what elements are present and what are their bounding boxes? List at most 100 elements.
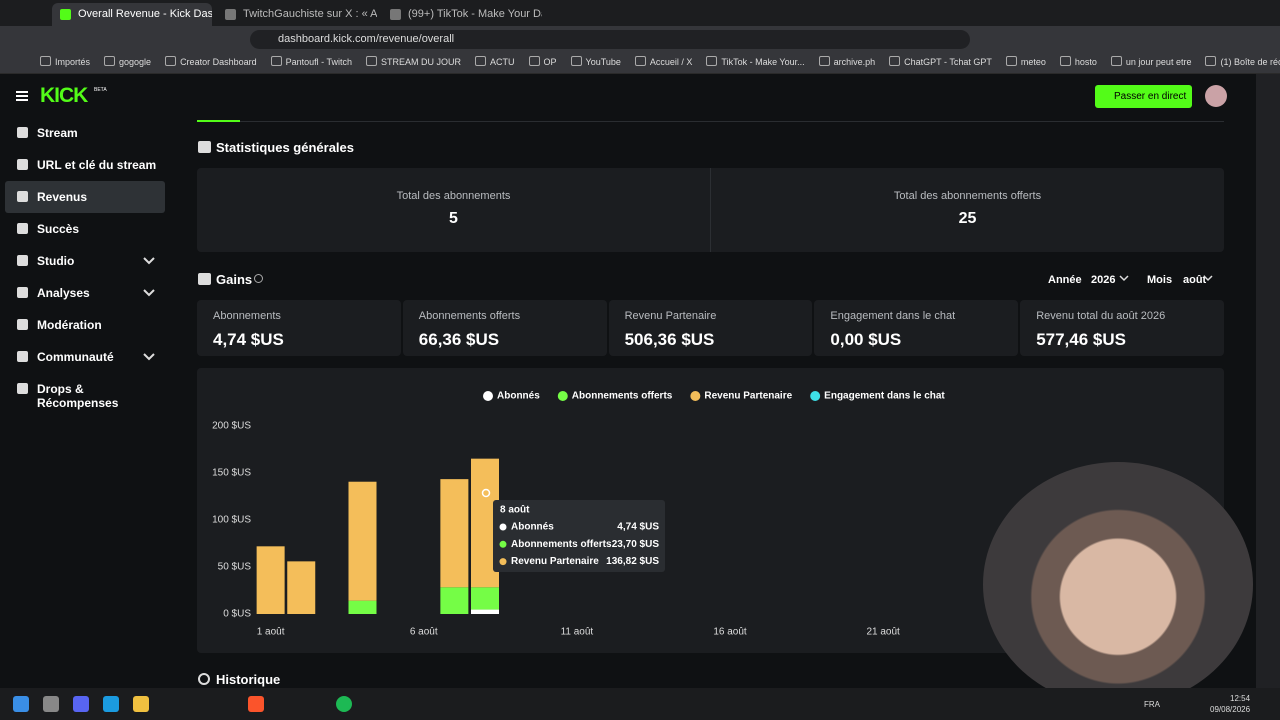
year-select[interactable]: 2026	[1091, 274, 1116, 286]
stats-panel: Total des abonnements 5 Total des abonneme…	[197, 168, 1224, 252]
x-tick-label: 11 août	[561, 627, 594, 638]
stats-icon	[198, 141, 211, 153]
bookmark[interactable]: un jour peut etre	[1111, 56, 1192, 73]
gain-value: 66,36 $US	[418, 330, 500, 349]
tab-bar: Overall Revenue - Kick DashboardTwitchGa…	[0, 0, 1280, 26]
tooltip-value: 23,70 $US	[612, 539, 660, 550]
legend-label: Engagement dans le chat	[824, 391, 945, 402]
nav-item[interactable]: Studio	[5, 245, 165, 277]
stat-card: Total des abonnements 5	[197, 168, 710, 252]
taskbar-icon[interactable]	[248, 696, 264, 712]
bookmark[interactable]: Importés	[40, 56, 90, 73]
browser-tab[interactable]: (99+) TikTok - Make Your Day	[382, 3, 542, 26]
language[interactable]: FRA	[1144, 700, 1160, 709]
tooltip-value: 4,74 $US	[617, 522, 659, 533]
tooltip-title: 8 août	[500, 505, 530, 516]
nav-item[interactable]: Revenus	[5, 181, 165, 213]
bookmark[interactable]: Pantoufl - Twitch	[271, 56, 352, 73]
live-button[interactable]: Passer en direct	[1095, 85, 1192, 108]
bar-segment	[256, 546, 285, 614]
tooltip-swatch	[499, 540, 507, 548]
tooltip-name: Revenu Partenaire	[511, 556, 599, 567]
browser-tab[interactable]: Overall Revenue - Kick Dashboard	[52, 3, 212, 26]
stat-value: 25	[958, 210, 977, 227]
month-select[interactable]: août	[1183, 274, 1207, 286]
gain-card: Abonnements 4,74 $US	[197, 300, 401, 356]
tooltip-value: 136,82 $US	[606, 556, 659, 567]
bookmark[interactable]: STREAM DU JOUR	[366, 56, 461, 73]
revenue-chart: 0 $US 50 $US 100 $US 150 $US 200 $US 1 août 6 …	[212, 391, 945, 638]
bookmark[interactable]: gogogle	[104, 56, 151, 73]
chevron	[143, 289, 155, 297]
y-tick-label: 100 $US	[212, 515, 251, 526]
chevron	[1119, 275, 1129, 282]
gain-value: 4,74 $US	[213, 330, 284, 349]
bar-segment	[287, 561, 316, 614]
nav-item[interactable]: URL et clé du stream	[5, 149, 165, 181]
taskbar-icon[interactable]	[133, 696, 149, 712]
nav-item[interactable]: Communauté	[5, 341, 165, 373]
legend-label: Abonnements offerts	[572, 391, 673, 402]
bar-segment	[471, 587, 499, 610]
menu-icon[interactable]	[16, 91, 28, 101]
url-field[interactable]: dashboard.kick.com/revenue/overall	[250, 30, 970, 49]
bookmark[interactable]: TikTok - Make Your...	[706, 56, 804, 73]
bookmark[interactable]: Creator Dashboard	[165, 56, 257, 73]
legend-label: Revenu Partenaire	[704, 391, 792, 402]
x-tick-label: 1 août	[257, 627, 285, 638]
chevron	[1203, 275, 1213, 282]
gains-cards: Abonnements 4,74 $US Abonnements offerts 66…	[197, 300, 1224, 356]
tooltip-box	[493, 500, 665, 572]
chevron	[143, 353, 155, 361]
start-button[interactable]	[13, 696, 29, 712]
nav-item[interactable]: Analyses	[5, 277, 165, 309]
logo[interactable]: KICK	[40, 84, 88, 107]
avatar[interactable]	[1205, 85, 1227, 107]
info-icon[interactable]	[254, 274, 263, 283]
x-tick-label: 21 août	[866, 627, 900, 638]
tooltip-swatch	[499, 558, 507, 566]
bookmark[interactable]: Accueil / X	[635, 56, 693, 73]
taskbar-icon[interactable]	[73, 696, 89, 712]
gain-value: 506,36 $US	[624, 330, 715, 349]
bookmark[interactable]: ChatGPT - Tchat GPT	[889, 56, 992, 73]
bookmark[interactable]: archive.ph	[819, 56, 876, 73]
bookmark[interactable]: meteo	[1006, 56, 1046, 73]
bar-segment	[440, 479, 469, 588]
gain-label: Abonnements offerts	[418, 310, 521, 322]
nav-item[interactable]: Drops & Récompenses	[5, 373, 165, 410]
nav-item[interactable]: Succès	[5, 213, 165, 245]
month-label: Mois	[1147, 274, 1173, 286]
gain-value: 577,46 $US	[1036, 330, 1126, 349]
taskbar-icon[interactable]	[103, 696, 119, 712]
x-tick-label: 6 août	[410, 627, 438, 638]
tooltip-name: Abonnements offerts	[511, 539, 612, 550]
clock-date[interactable]: 09/08/2026	[1210, 705, 1251, 714]
section-title: Gains	[216, 272, 253, 287]
nav-item[interactable]: Stream	[5, 117, 165, 149]
bookmark[interactable]: ACTU	[475, 56, 515, 73]
bookmark[interactable]: YouTube	[571, 56, 621, 73]
tooltip-swatch	[499, 523, 507, 531]
legend-swatch	[483, 391, 493, 401]
gain-card: Abonnements offerts 66,36 $US	[402, 300, 607, 356]
clock-time[interactable]: 12:54	[1230, 694, 1251, 703]
taskbar-icon[interactable]	[43, 696, 59, 712]
nav-item[interactable]: Modération	[5, 309, 165, 341]
browser-side-panel	[1256, 74, 1280, 688]
legend-swatch	[690, 391, 701, 401]
bookmark[interactable]: (1) Boîte de récepti...	[1205, 56, 1280, 73]
bookmark[interactable]: hosto	[1060, 56, 1097, 73]
section-title: Historique	[216, 672, 281, 687]
taskbar-icon[interactable]	[336, 696, 352, 712]
legend-swatch	[557, 391, 568, 401]
browser-tab[interactable]: TwitchGauchiste sur X : « Arrêtez	[217, 3, 377, 26]
y-tick-label: 200 $US	[212, 421, 251, 432]
stat-value: 5	[449, 210, 458, 227]
stat-label: Total des abonnements offerts	[893, 190, 1042, 202]
y-tick-label: 150 $US	[212, 468, 251, 479]
y-tick-label: 50 $US	[218, 562, 252, 573]
section-title: Statistiques générales	[216, 140, 354, 155]
taskbar: FRA 12:54 09/08/2026	[0, 688, 1280, 720]
bookmark[interactable]: OP	[529, 56, 557, 73]
